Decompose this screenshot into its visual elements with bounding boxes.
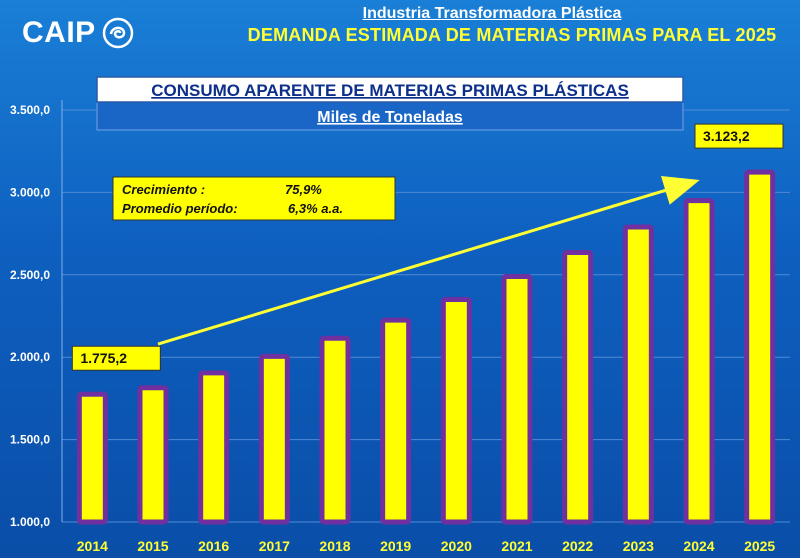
growth-info-box: Crecimiento : 75,9% Promedio período: 6,… [112, 176, 396, 221]
x-tick-label: 2019 [380, 538, 411, 554]
chart-title: CONSUMO APARENTE DE MATERIAS PRIMAS PLÁS… [151, 81, 629, 100]
y-axis-ticks: 1.000,0 1.500,0 2.000,0 2.500,0 3.000,0 3.500… [10, 103, 50, 529]
swirl-logo-icon [102, 17, 133, 49]
average-label: Promedio período: [122, 201, 238, 216]
bar-2015 [137, 385, 169, 525]
bar-2022 [562, 250, 594, 525]
caip-logo: CAIP [22, 16, 134, 50]
value-callouts: 1.775,2 3.123,2 [71, 123, 784, 371]
bar-2021 [501, 273, 533, 525]
bar-2023 [622, 224, 654, 525]
y-tick-label: 3.000,0 [10, 185, 50, 199]
x-tick-label: 2025 [744, 538, 775, 554]
bar-2017 [258, 353, 290, 525]
bar-2019 [380, 317, 412, 525]
growth-label: Crecimiento : [122, 182, 205, 197]
logo-text: CAIP [22, 16, 96, 49]
header: CAIP Industria Transformadora Plástica D… [0, 0, 800, 60]
bar-2016 [198, 370, 230, 525]
y-tick-label: 1.000,0 [10, 515, 50, 529]
bar-2014 [76, 391, 108, 525]
x-tick-label: 2021 [501, 538, 532, 554]
average-value: 6,3% a.a. [288, 201, 343, 216]
bar-2018 [319, 335, 351, 525]
x-axis-ticks: 2014 2015 2016 2017 2018 2019 2020 2021 2022 2023… [77, 538, 776, 554]
value-callout-box [694, 123, 784, 149]
x-tick-label: 2018 [319, 538, 350, 554]
y-tick-label: 2.500,0 [10, 268, 50, 282]
x-tick-label: 2015 [137, 538, 168, 554]
x-tick-label: 2022 [562, 538, 593, 554]
chart-subtitle: Miles de Toneladas [317, 109, 463, 126]
x-tick-label: 2024 [683, 538, 714, 554]
x-tick-label: 2016 [198, 538, 229, 554]
chart-title-banner: CONSUMO APARENTE DE MATERIAS PRIMAS PLÁS… [96, 76, 684, 131]
y-tick-label: 2.000,0 [10, 350, 50, 364]
x-tick-label: 2023 [623, 538, 654, 554]
chart-grid [61, 100, 790, 523]
bar-2020 [440, 297, 472, 525]
trend-arrow [157, 176, 700, 346]
x-tick-label: 2020 [441, 538, 472, 554]
bar-2024 [683, 198, 715, 525]
growth-value: 75,9% [285, 182, 322, 197]
value-callout-label: 3.123,2 [703, 128, 750, 144]
y-tick-label: 3.500,0 [10, 103, 50, 117]
value-callout-label: 1.775,2 [80, 350, 127, 366]
x-tick-label: 2017 [259, 538, 290, 554]
bar-2025 [744, 169, 776, 525]
value-callout-box [71, 345, 161, 371]
chart-bars [76, 169, 776, 525]
x-tick-label: 2014 [77, 538, 108, 554]
header-supertitle: Industria Transformadora Plástica [362, 5, 622, 22]
y-tick-label: 1.500,0 [10, 433, 50, 447]
header-title: DEMANDA ESTIMADA DE MATERIAS PRIMAS PARA… [247, 25, 777, 45]
